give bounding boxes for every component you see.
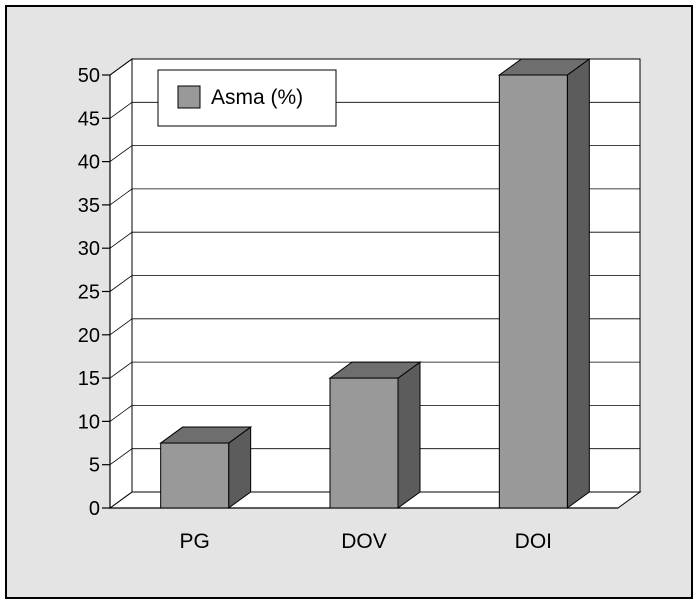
gridline — [109, 318, 640, 336]
y-tick-label: 35 — [78, 195, 100, 217]
y-tick-label: 5 — [89, 455, 100, 477]
legend: Asma (%) — [157, 69, 337, 127]
gridlines — [109, 58, 640, 466]
gridline — [109, 448, 640, 466]
gridline — [109, 361, 640, 379]
bar-doi — [497, 58, 591, 509]
bar-front — [160, 442, 230, 509]
y-tick-label: 30 — [78, 238, 100, 260]
y-tick-label: 25 — [78, 282, 100, 304]
bar-side — [397, 361, 421, 509]
x-tick-label: DOI — [515, 530, 552, 553]
y-tick-label: 15 — [78, 368, 100, 390]
bar-side — [566, 58, 590, 509]
gridline — [109, 404, 640, 422]
gridline — [109, 101, 640, 119]
gridline — [109, 275, 640, 292]
y-tick-label: 40 — [78, 152, 100, 174]
y-axis-ticks: 0 5 10 15 20 25 30 35 40 45 50 — [78, 65, 110, 520]
y-tick-label: 50 — [78, 65, 100, 87]
bar-front — [498, 74, 568, 509]
bar-pg — [159, 426, 253, 509]
legend-label: Asma (%) — [211, 86, 303, 109]
x-tick-label: PG — [179, 530, 209, 553]
y-tick-label: 0 — [89, 498, 100, 520]
bars — [159, 58, 591, 509]
gridline — [109, 231, 640, 249]
x-tick-label: DOV — [341, 530, 387, 553]
bar-front — [329, 377, 399, 509]
legend-swatch — [177, 85, 201, 109]
bar-dov — [328, 361, 422, 509]
y-tick-label: 45 — [78, 108, 100, 130]
gridline — [109, 145, 640, 162]
y-tick-label: 10 — [78, 411, 100, 433]
gridline — [109, 58, 640, 76]
x-axis-labels: PG DOV DOI — [179, 530, 552, 553]
gridline — [109, 188, 640, 206]
y-tick-label: 20 — [78, 325, 100, 347]
